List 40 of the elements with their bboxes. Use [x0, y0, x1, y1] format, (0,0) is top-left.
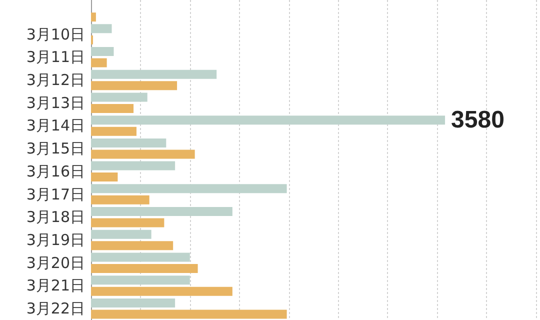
- y-tick-label: 3月14日: [26, 116, 85, 135]
- y-tick-label: 3月20日: [26, 254, 85, 272]
- bar: [91, 126, 136, 136]
- y-tick-label: 3月21日: [26, 276, 85, 295]
- bar: [91, 195, 150, 204]
- bar: [91, 150, 195, 159]
- y-tick-label: 3月13日: [26, 94, 85, 112]
- y-tick-label: 3月17日: [26, 185, 85, 204]
- bar: [91, 12, 96, 22]
- bar: [91, 252, 190, 262]
- y-tick-label: 3月15日: [26, 140, 85, 158]
- bar: [91, 47, 114, 56]
- bar: [91, 70, 217, 79]
- bar: [91, 298, 176, 308]
- bar: [91, 218, 164, 228]
- y-tick-label: 3月16日: [26, 162, 85, 180]
- y-tick-label: 3月12日: [26, 71, 85, 89]
- bar: [91, 116, 446, 125]
- bar: [91, 310, 287, 319]
- bar: [91, 92, 148, 102]
- y-tick-label: 3月19日: [26, 231, 85, 249]
- data-label: 3580: [451, 106, 504, 134]
- bar: [91, 161, 176, 170]
- bar: [91, 138, 166, 148]
- bar: [91, 230, 152, 239]
- bar: [91, 241, 174, 250]
- bar: [91, 58, 107, 68]
- bar: [91, 264, 198, 273]
- bar: [91, 81, 178, 90]
- bar: [91, 276, 190, 285]
- y-tick-label: 3月10日: [26, 25, 85, 44]
- bar: [91, 207, 232, 216]
- bar: [91, 286, 232, 296]
- bar: [91, 172, 118, 182]
- bar: [91, 184, 287, 194]
- bar: [91, 24, 112, 34]
- y-tick-label: 3月22日: [26, 300, 85, 318]
- bar: [91, 104, 134, 113]
- y-tick-label: 3月11日: [26, 48, 85, 66]
- y-tick-label: 3月18日: [26, 208, 85, 226]
